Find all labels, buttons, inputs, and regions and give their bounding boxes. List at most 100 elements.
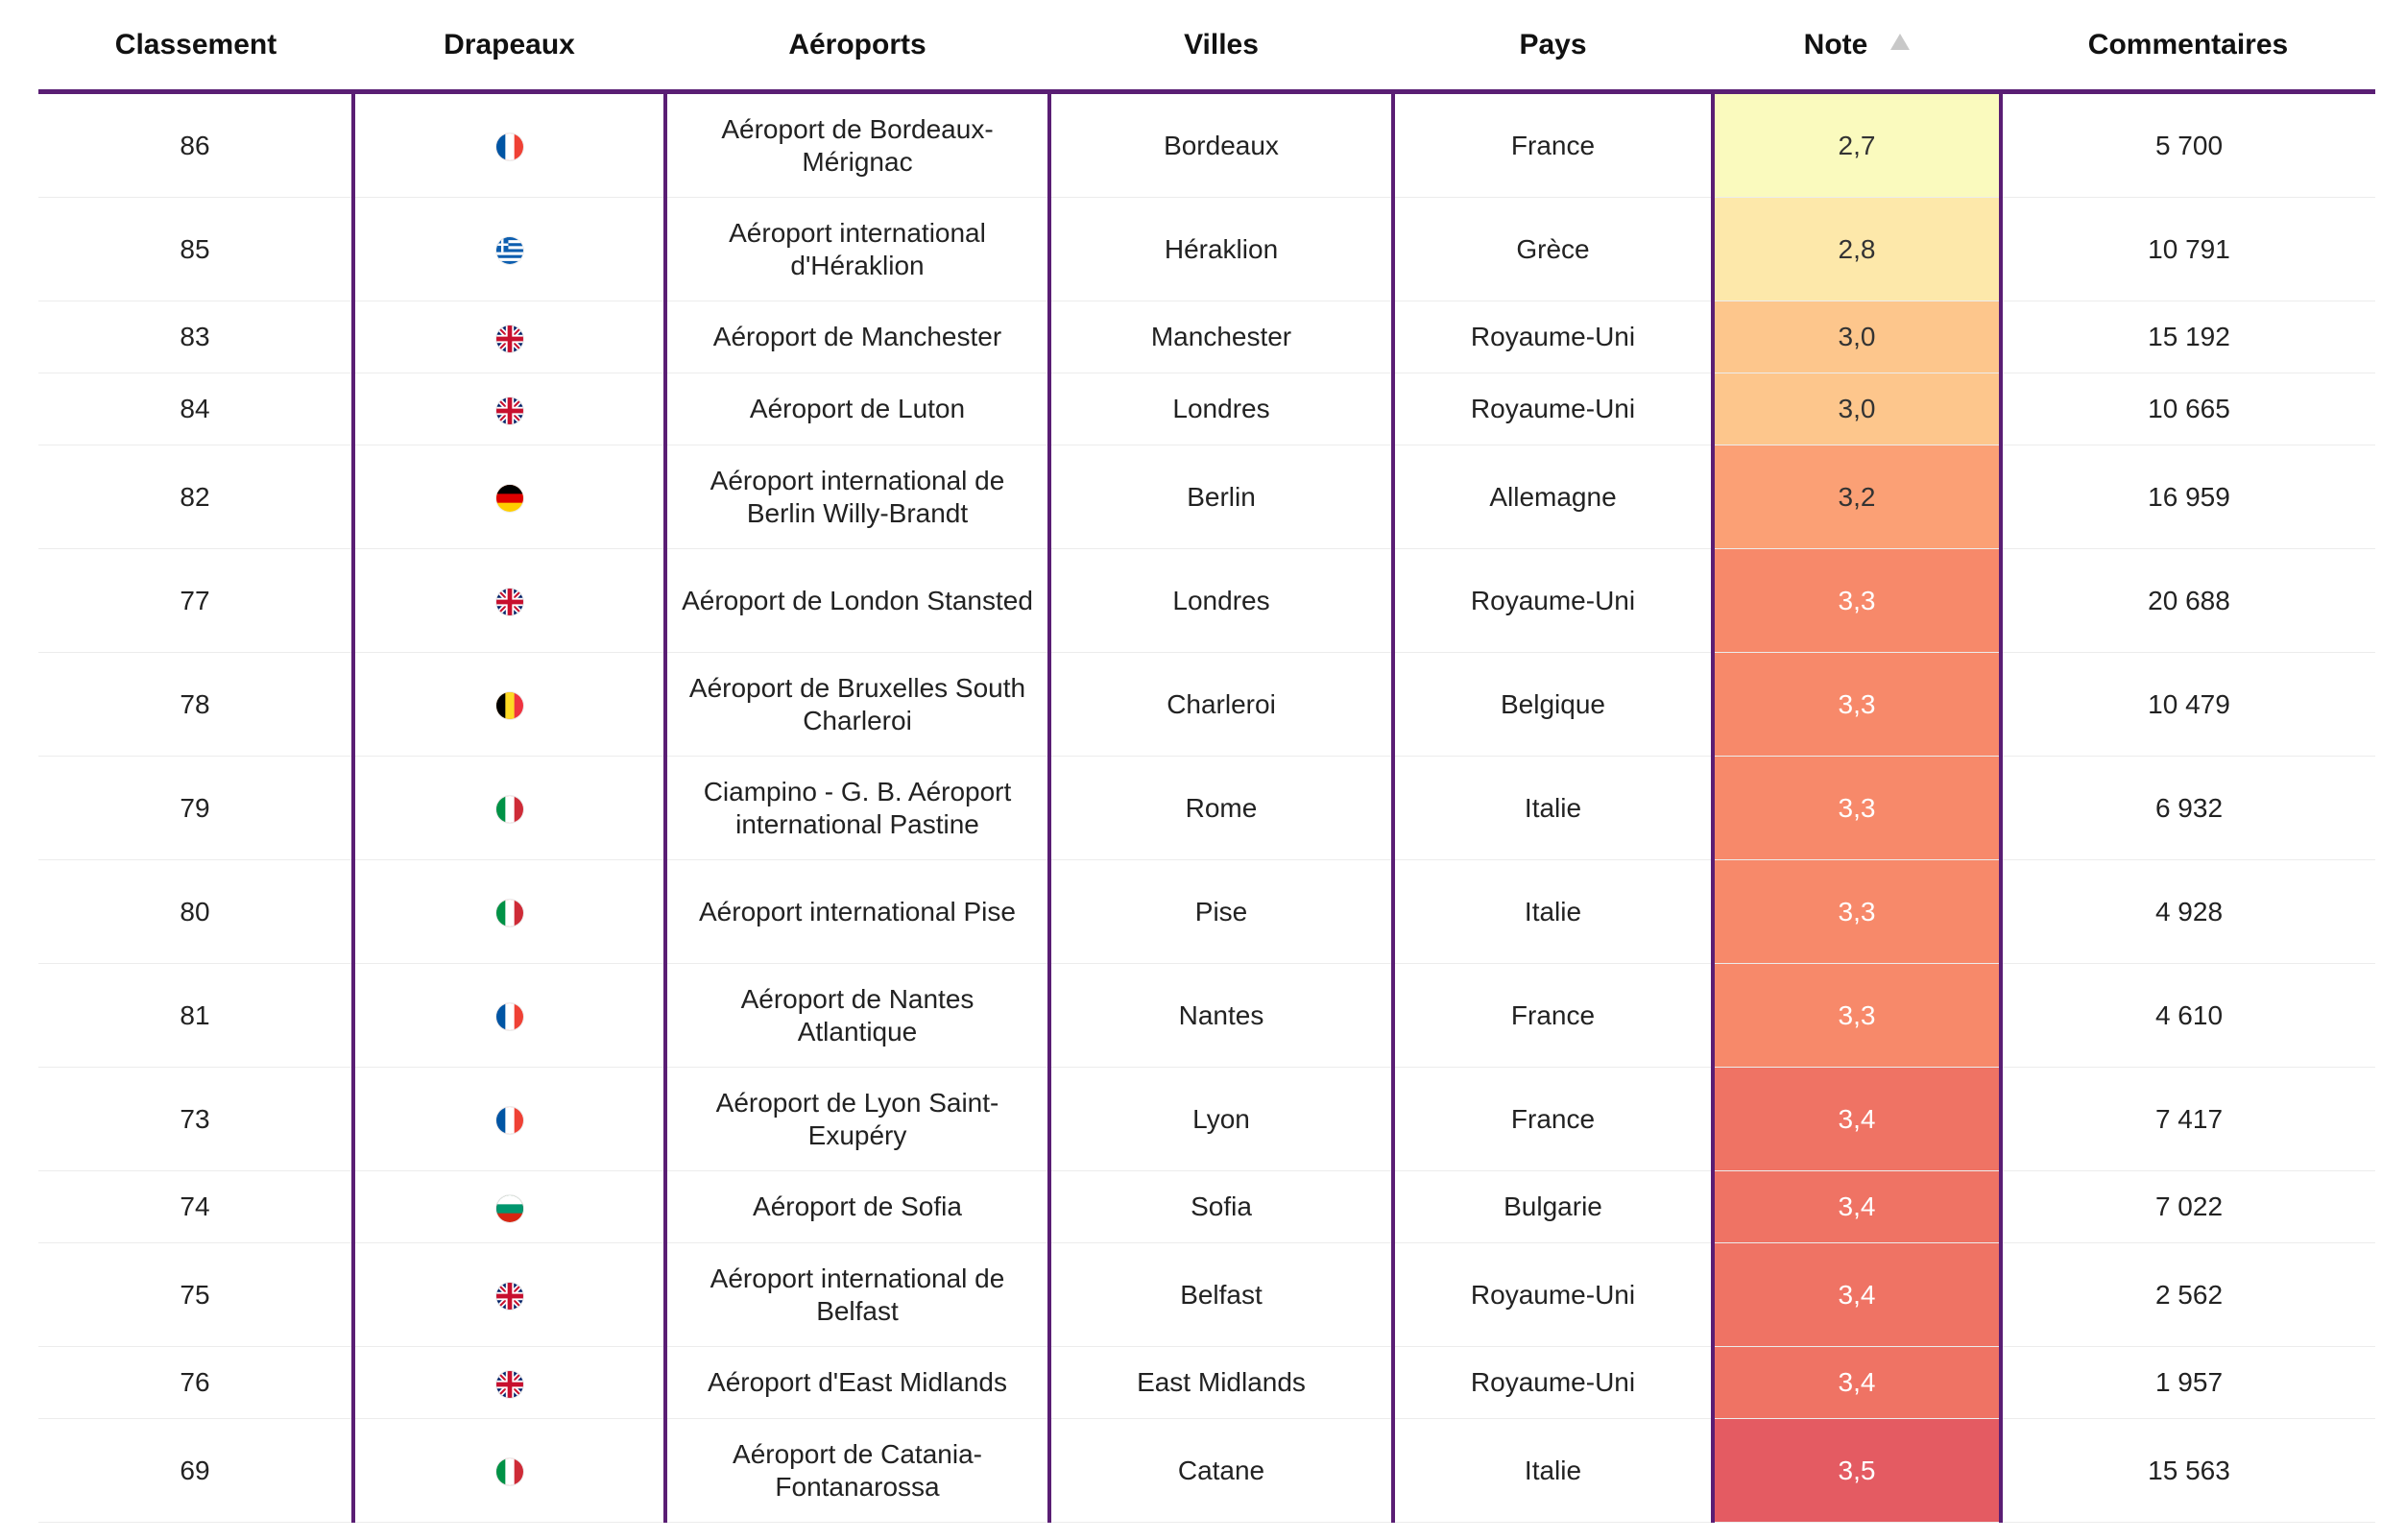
note-cell: 3,2 <box>1711 445 2003 549</box>
rank-cell: 73 <box>38 1067 355 1171</box>
city-cell: Rome <box>1049 756 1395 860</box>
airport-cell: Aéroport d'East Midlands <box>665 1346 1051 1419</box>
table-row[interactable]: 86 Aéroport de Bordeaux-Mérignac Bordeaux F… <box>38 91 2375 198</box>
airport-cell: Aéroport de Sofia <box>665 1170 1051 1243</box>
city-cell: Berlin <box>1049 445 1395 549</box>
airport-cell: Aéroport international de Belfast <box>665 1242 1051 1347</box>
header-commentaires[interactable]: Commentaires <box>2001 0 2375 94</box>
comments-cell: 5 700 <box>2001 91 2375 198</box>
table-row[interactable]: 75 Aéroport international de Belfast Belfa… <box>38 1242 2375 1347</box>
flag-cell <box>353 301 667 373</box>
flag-uk-icon <box>495 589 523 616</box>
city-cell: Lyon <box>1049 1067 1395 1171</box>
flag-cell <box>353 548 667 653</box>
flag-uk-icon <box>495 325 523 352</box>
note-cell: 3,3 <box>1711 859 2003 964</box>
header-note[interactable]: Note <box>1713 0 2001 94</box>
sort-ascending-icon[interactable] <box>1890 33 1911 50</box>
note-cell: 3,4 <box>1711 1067 2003 1171</box>
header-label: Commentaires <box>2087 28 2289 60</box>
table-row[interactable]: 74 Aéroport de Sofia Sofia Bulgarie 3,4 7 022 <box>38 1170 2375 1243</box>
city-cell: Nantes <box>1049 963 1395 1068</box>
header-label: Note <box>1803 28 1868 60</box>
comments-cell: 10 665 <box>2001 373 2375 445</box>
country-cell: Bulgarie <box>1393 1170 1713 1243</box>
airport-cell: Aéroport de Nantes Atlantique <box>665 963 1051 1068</box>
flag-uk-icon <box>495 1370 523 1398</box>
country-cell: Grèce <box>1393 197 1713 301</box>
table-row[interactable]: 77 Aéroport de London Stansted Londres Roya… <box>38 548 2375 653</box>
flag-cell <box>353 963 667 1068</box>
table-row[interactable]: 79 Ciampino - G. B. Aéroport internationa… <box>38 756 2375 860</box>
rank-cell: 76 <box>38 1346 355 1419</box>
header-classement[interactable]: Classement <box>38 0 353 94</box>
table-row[interactable]: 81 Aéroport de Nantes Atlantique Nantes Fra… <box>38 963 2375 1068</box>
airport-cell: Aéroport de Catania-Fontanarossa <box>665 1418 1051 1523</box>
city-cell: Héraklion <box>1049 197 1395 301</box>
airport-cell: Aéroport de Lyon Saint-Exupéry <box>665 1067 1051 1171</box>
table-row[interactable]: 76 Aéroport d'East Midlands East Midlands R… <box>38 1346 2375 1419</box>
country-cell: Royaume-Uni <box>1393 373 1713 445</box>
flag-cell <box>353 373 667 445</box>
header-drapeaux[interactable]: Drapeaux <box>353 0 665 94</box>
header-pays[interactable]: Pays <box>1393 0 1713 94</box>
table-row[interactable]: 78 Aéroport de Bruxelles South Charleroi C… <box>38 652 2375 757</box>
rank-cell: 77 <box>38 548 355 653</box>
note-cell: 3,3 <box>1711 756 2003 860</box>
comments-cell: 10 791 <box>2001 197 2375 301</box>
rank-cell: 79 <box>38 756 355 860</box>
airport-cell: Aéroport de Manchester <box>665 301 1051 373</box>
table-row[interactable]: 69 Aéroport de Catania-Fontanarossa Catane… <box>38 1418 2375 1523</box>
city-cell: Sofia <box>1049 1170 1395 1243</box>
country-cell: France <box>1393 963 1713 1068</box>
comments-cell: 15 192 <box>2001 301 2375 373</box>
flag-cell <box>353 1067 667 1171</box>
table-row[interactable]: 82 Aéroport international de Berlin Willy… <box>38 445 2375 549</box>
comments-cell: 4 928 <box>2001 859 2375 964</box>
flag-cell <box>353 1242 667 1347</box>
comments-cell: 15 563 <box>2001 1418 2375 1523</box>
flag-cell <box>353 1170 667 1243</box>
flag-cell <box>353 859 667 964</box>
table-row[interactable]: 73 Aéroport de Lyon Saint-Exupéry Lyon Fran… <box>38 1067 2375 1171</box>
table-row[interactable]: 83 Aéroport de Manchester Manchester Royaum… <box>38 301 2375 373</box>
country-cell: Italie <box>1393 859 1713 964</box>
comments-cell: 2 562 <box>2001 1242 2375 1347</box>
table-row[interactable]: 84 Aéroport de Luton Londres Royaume-Uni 3,0… <box>38 373 2375 445</box>
flag-italy-icon <box>495 796 523 824</box>
header-aeroports[interactable]: Aéroports <box>665 0 1049 94</box>
header-villes[interactable]: Villes <box>1049 0 1393 94</box>
airport-ranking-table: Classement Drapeaux Aéroports Villes Pay… <box>38 0 2375 1523</box>
table-row[interactable]: 80 Aéroport international Pise Pise Italie 3… <box>38 859 2375 964</box>
country-cell: Royaume-Uni <box>1393 1346 1713 1419</box>
rank-cell: 78 <box>38 652 355 757</box>
flag-cell <box>353 91 667 198</box>
rank-cell: 86 <box>38 91 355 198</box>
header-label: Aéroports <box>788 28 926 60</box>
country-cell: Italie <box>1393 1418 1713 1523</box>
flag-cell <box>353 756 667 860</box>
rank-cell: 74 <box>38 1170 355 1243</box>
note-cell: 3,0 <box>1711 373 2003 445</box>
country-cell: France <box>1393 91 1713 198</box>
flag-italy-icon <box>495 900 523 927</box>
note-cell: 2,8 <box>1711 197 2003 301</box>
country-cell: Belgique <box>1393 652 1713 757</box>
city-cell: Manchester <box>1049 301 1395 373</box>
city-cell: Pise <box>1049 859 1395 964</box>
table-row[interactable]: 85 Aéroport international d'Héraklion Héra… <box>38 197 2375 301</box>
country-cell: Italie <box>1393 756 1713 860</box>
note-cell: 2,7 <box>1711 91 2003 198</box>
note-cell: 3,3 <box>1711 963 2003 1068</box>
airport-cell: Aéroport de Bordeaux-Mérignac <box>665 91 1051 198</box>
flag-france-icon <box>495 133 523 161</box>
header-label: Drapeaux <box>444 28 575 60</box>
flag-uk-icon <box>495 397 523 424</box>
header-row: Classement Drapeaux Aéroports Villes Pay… <box>38 0 2375 94</box>
note-cell: 3,5 <box>1711 1418 2003 1523</box>
city-cell: Bordeaux <box>1049 91 1395 198</box>
flag-cell <box>353 652 667 757</box>
header-label: Pays <box>1519 28 1587 60</box>
city-cell: Catane <box>1049 1418 1395 1523</box>
comments-cell: 16 959 <box>2001 445 2375 549</box>
